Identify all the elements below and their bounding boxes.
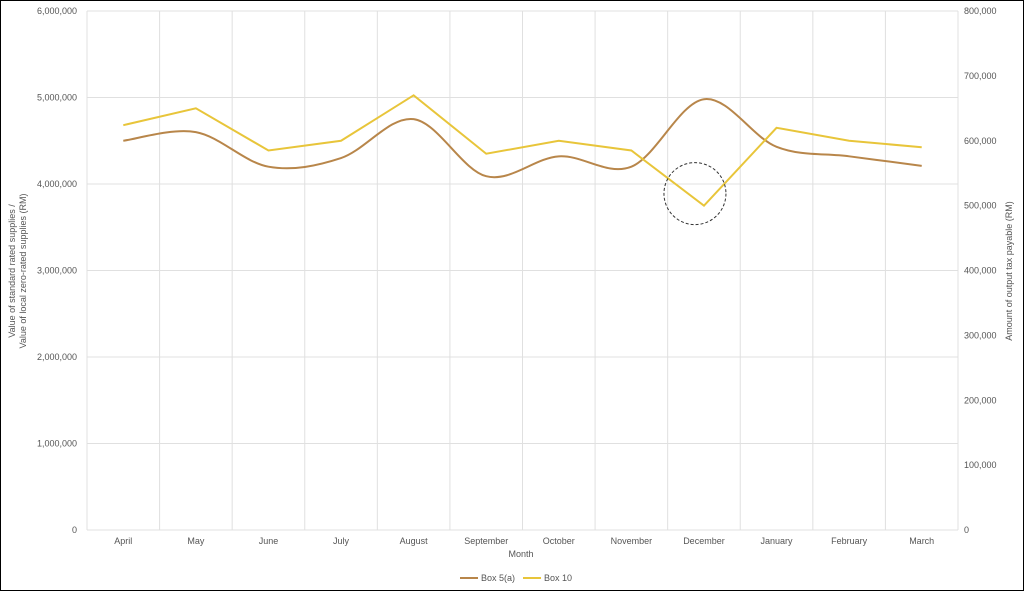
y-axis-title-line1: Value of standard rated supplies / [7,204,17,338]
legend-label-box10: Box 10 [544,573,572,583]
x-tick-label: July [333,536,350,546]
left-tick-label: 3,000,000 [37,266,77,276]
right-tick-label: 200,000 [964,395,997,405]
legend: Box 5(a) Box 10 [460,573,572,583]
right-tick-label: 800,000 [964,6,997,16]
x-tick-label: June [259,536,279,546]
left-tick-label: 6,000,000 [37,6,77,16]
x-tick-label: November [611,536,653,546]
left-tick-label: 2,000,000 [37,352,77,362]
gridlines [87,11,958,530]
left-axis-ticks: 0 1,000,000 2,000,000 3,000,000 4,000,000 5,0… [37,6,77,535]
right-tick-label: 600,000 [964,136,997,146]
right-tick-label: 400,000 [964,266,997,276]
legend-label-box5a: Box 5(a) [481,573,515,583]
x-tick-label: August [400,536,429,546]
x-axis-title: Month [508,549,533,559]
x-tick-label: January [761,536,794,546]
left-tick-label: 4,000,000 [37,179,77,189]
left-tick-label: 5,000,000 [37,93,77,103]
x-axis-ticks: April May June July August September October No… [114,536,934,546]
y-axis-title-line2: Value of local zero-rated supplies (RM) [18,194,28,349]
right-axis-ticks: 0 100,000 200,000 300,000 400,000 500,000 600,… [964,6,997,535]
right-tick-label: 0 [964,525,969,535]
right-tick-label: 500,000 [964,201,997,211]
x-tick-label: December [683,536,725,546]
y2-axis-title: Amount of output tax payable (RM) [1004,201,1014,341]
x-tick-label: October [543,536,575,546]
x-tick-label: May [187,536,205,546]
right-tick-label: 700,000 [964,71,997,81]
annotation-dashed-circle [664,163,726,225]
left-tick-label: 1,000,000 [37,439,77,449]
x-tick-label: September [464,536,508,546]
left-tick-label: 0 [72,525,77,535]
right-tick-label: 300,000 [964,330,997,340]
x-tick-label: March [909,536,934,546]
x-tick-label: February [831,536,868,546]
x-tick-label: April [114,536,132,546]
right-tick-label: 100,000 [964,460,997,470]
